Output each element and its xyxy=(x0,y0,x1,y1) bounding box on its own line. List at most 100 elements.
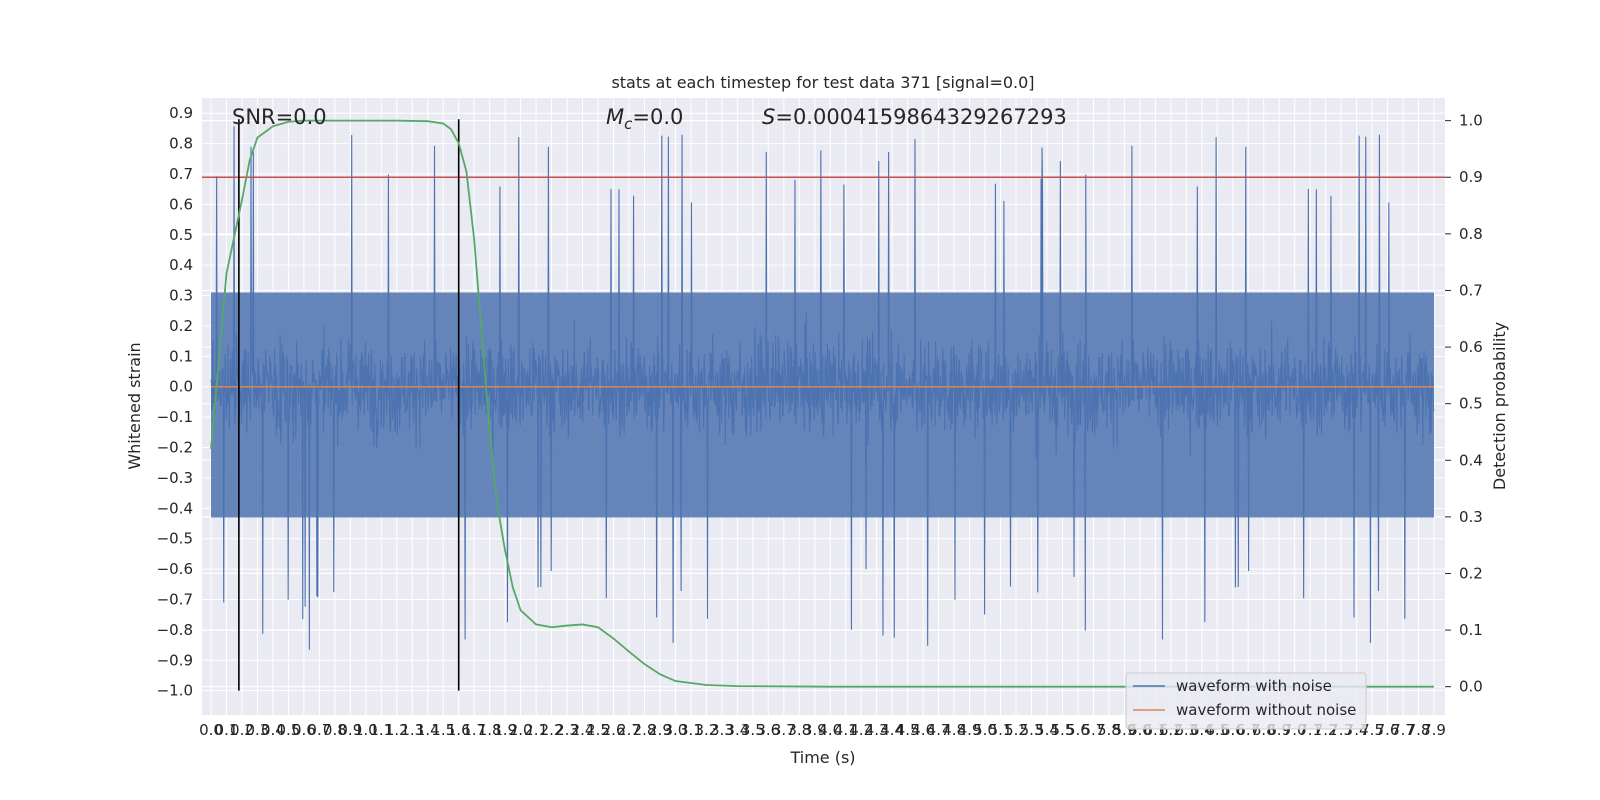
x-axis-label: Time (s) xyxy=(789,748,855,767)
y2-tick-label: 0.9 xyxy=(1459,168,1483,186)
x-tick-label: 5.7 xyxy=(1081,721,1105,739)
s-annotation: S=0.0004159864329267293 xyxy=(762,105,1067,129)
y-tick-label: −0.2 xyxy=(157,439,193,457)
x-tick-label: 2.3 xyxy=(555,721,579,739)
legend-box xyxy=(1125,672,1367,730)
y-tick-labels: 0.9 0.8 0.7 0.6 0.5 0.4 0.3 0.2 0.1 0.0 −0.1 −0.2 −0… xyxy=(157,104,193,699)
x-tick-label: 1.2 xyxy=(385,721,409,739)
x-tick-label: 4.3 xyxy=(865,721,889,739)
y-tick-label: −0.6 xyxy=(157,560,193,578)
x-tick-label: 7.7 xyxy=(1391,721,1415,739)
series-detection-probability xyxy=(210,119,1434,688)
x-tick-label: 5.3 xyxy=(1020,721,1044,739)
x-tick-label: 5.2 xyxy=(1004,721,1028,739)
x-tick-label: 0.5 xyxy=(276,721,300,739)
x-tick-label: 4.9 xyxy=(958,721,982,739)
x-tick-label: 0.1 xyxy=(215,721,239,739)
x-tick-label: 1.4 xyxy=(416,721,440,739)
noise-core-band xyxy=(211,292,1434,518)
y-tick-label: −0.3 xyxy=(157,469,193,487)
x-tick-label: 2.0 xyxy=(509,721,533,739)
x-tick-label: 5.5 xyxy=(1051,721,1075,739)
y-tick-label: −0.4 xyxy=(157,499,193,517)
x-tick-label: 4.6 xyxy=(911,721,935,739)
y-tick-label: −0.5 xyxy=(157,530,193,548)
y2-tick-label: 0.3 xyxy=(1459,508,1483,526)
x-tick-label: 1.3 xyxy=(400,721,424,739)
x-tick-label: 3.9 xyxy=(803,721,827,739)
x-tick-label: 1.0 xyxy=(354,721,378,739)
y2-tick-labels: 1.0 0.9 0.8 0.7 0.6 0.5 0.4 0.3 0.2 0.1 0.0 xyxy=(1459,112,1483,696)
y2-axis-label: Detection probability xyxy=(1490,322,1509,490)
y-tick-label: 0.5 xyxy=(169,226,193,244)
x-tick-label: 3.3 xyxy=(710,721,734,739)
x-tick-label: 2.2 xyxy=(540,721,564,739)
x-tick-label: 3.5 xyxy=(741,721,765,739)
x-tick-label: 7.9 xyxy=(1422,721,1446,739)
legend: waveform with noise waveform without noi… xyxy=(1125,672,1367,730)
y-tick-label: 0.1 xyxy=(169,347,193,365)
y2-tick-label: 0.7 xyxy=(1459,281,1483,299)
chirp-mass-annotation: Mc=0.0 xyxy=(606,105,683,133)
x-tick-label: 2.8 xyxy=(633,721,657,739)
y-tick-label: 0.0 xyxy=(169,378,193,396)
y2-tick-label: 0.6 xyxy=(1459,338,1483,356)
x-tick-label: 1.5 xyxy=(431,721,455,739)
x-tick-label: 4.1 xyxy=(834,721,858,739)
x-tick-label: 0.6 xyxy=(292,721,316,739)
y-tick-label: −0.7 xyxy=(157,591,193,609)
y-tick-label: 0.9 xyxy=(169,104,193,122)
x-tick-label: 1.8 xyxy=(478,721,502,739)
x-tick-label: 4.8 xyxy=(942,721,966,739)
x-tick-label: 0.0 xyxy=(199,721,223,739)
x-tick-label: 5.0 xyxy=(973,721,997,739)
x-tick-label: 0.8 xyxy=(323,721,347,739)
x-tick-label: 4.2 xyxy=(849,721,873,739)
y-tick-label: −0.1 xyxy=(157,408,193,426)
y2-tick-label: 0.5 xyxy=(1459,395,1483,413)
x-tick-label: 1.1 xyxy=(369,721,393,739)
x-tick-label: 4.4 xyxy=(880,721,904,739)
x-tick-label: 5.8 xyxy=(1097,721,1121,739)
y-tick-label: 0.7 xyxy=(169,165,193,183)
x-tick-label: 3.1 xyxy=(679,721,703,739)
x-tick-label: 5.6 xyxy=(1066,721,1090,739)
y2-tick-label: 0.4 xyxy=(1459,451,1483,469)
x-tick-label: 5.4 xyxy=(1035,721,1059,739)
x-tick-label: 2.7 xyxy=(617,721,641,739)
y-tick-label: 0.4 xyxy=(169,256,193,274)
x-tick-label: 1.7 xyxy=(462,721,486,739)
x-tick-label: 7.6 xyxy=(1376,721,1400,739)
x-tick-label: 2.5 xyxy=(586,721,610,739)
x-tick-label: 3.2 xyxy=(694,721,718,739)
x-tick-label: 7.8 xyxy=(1407,721,1431,739)
y2-tick-label: 0.0 xyxy=(1459,678,1483,696)
x-tick-label: 4.7 xyxy=(927,721,951,739)
x-tick-label: 1.6 xyxy=(447,721,471,739)
y-tick-label: 0.3 xyxy=(169,287,193,305)
y-tick-label: −0.9 xyxy=(157,651,193,669)
x-tick-label: 5.1 xyxy=(989,721,1013,739)
x-tick-label: 0.9 xyxy=(338,721,362,739)
snr-annotation: SNR=0.0 xyxy=(232,105,327,129)
y2-tick-label: 0.8 xyxy=(1459,225,1483,243)
y-tick-label: −1.0 xyxy=(157,682,193,700)
y2-tick-label: 1.0 xyxy=(1459,112,1483,130)
x-tick-label: 3.8 xyxy=(787,721,811,739)
y2-tick-label: 0.1 xyxy=(1459,621,1483,639)
x-tick-label: 0.4 xyxy=(261,721,285,739)
x-tick-label: 2.6 xyxy=(602,721,626,739)
y-tick-label: −0.8 xyxy=(157,621,193,639)
x-tick-label: 3.4 xyxy=(725,721,749,739)
y-tick-label: 0.2 xyxy=(169,317,193,335)
x-tick-label: 4.0 xyxy=(818,721,842,739)
x-tick-label: 2.9 xyxy=(648,721,672,739)
y2-tick-label: 0.2 xyxy=(1459,564,1483,582)
legend-label-noise: waveform with noise xyxy=(1176,677,1332,695)
x-tick-label: 4.5 xyxy=(896,721,920,739)
chart-title: stats at each timestep for test data 371… xyxy=(611,73,1034,92)
y-tick-label: 0.6 xyxy=(169,195,193,213)
x-tick-label: 0.7 xyxy=(307,721,331,739)
series-waveform-with-noise xyxy=(210,126,1435,650)
x-tick-label: 1.9 xyxy=(493,721,517,739)
